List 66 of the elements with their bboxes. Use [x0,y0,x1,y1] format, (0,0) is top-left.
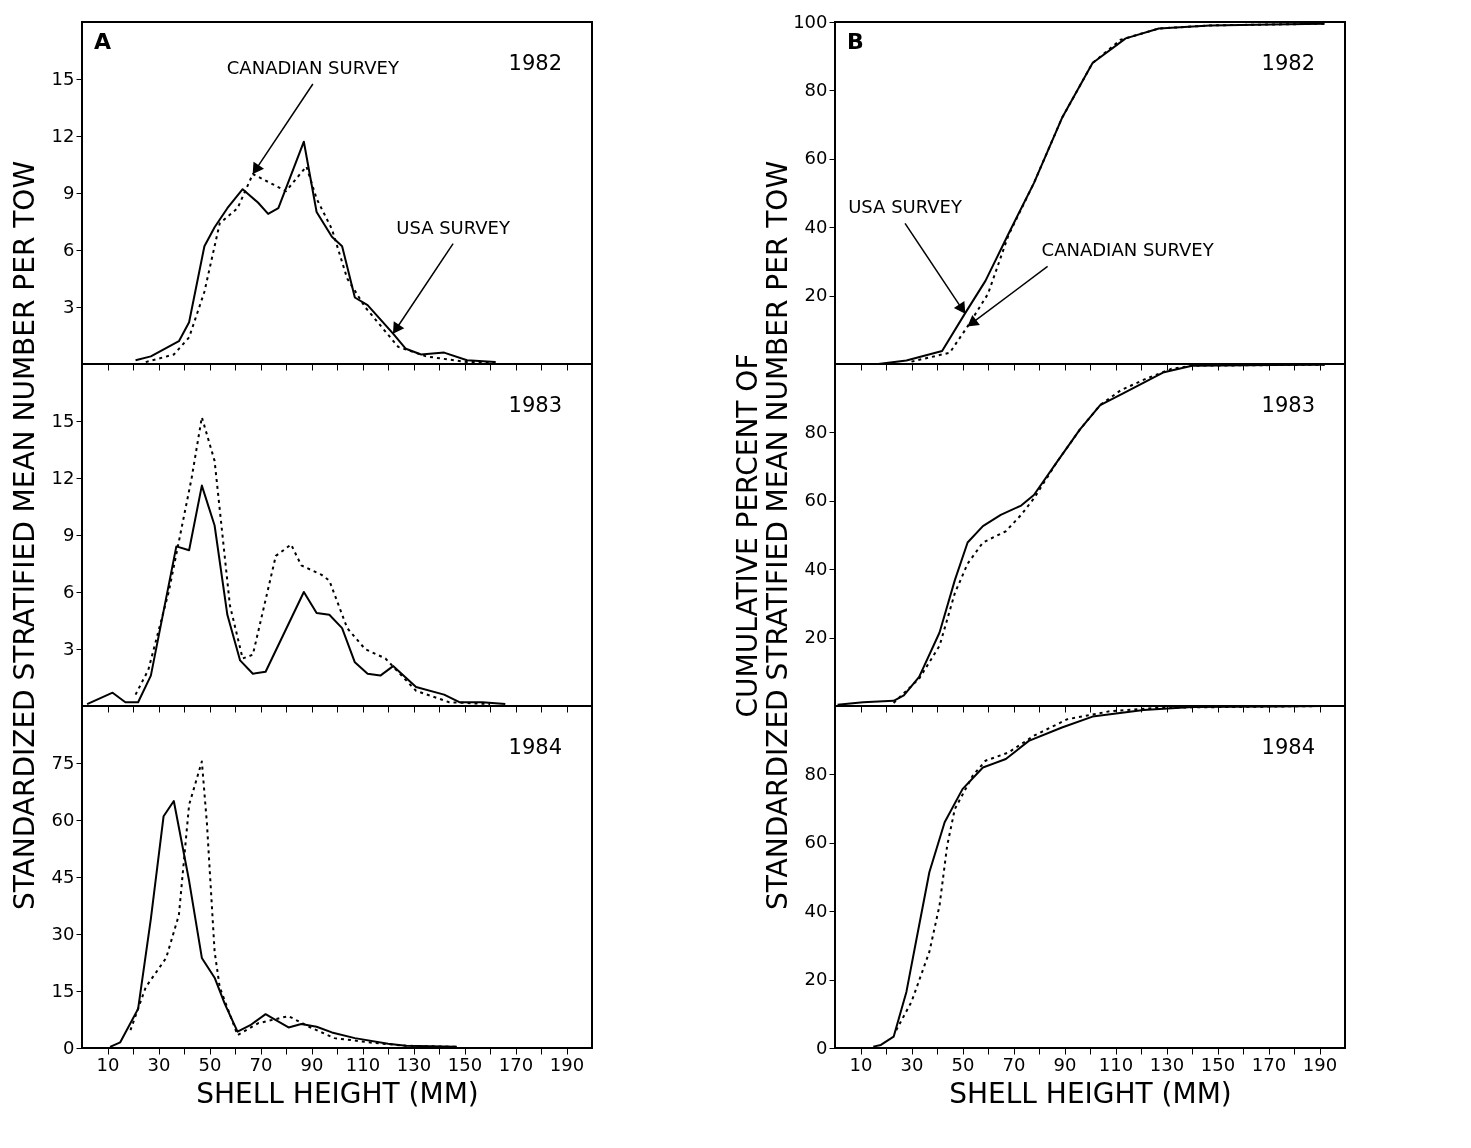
x-tick-label: 170 [498,1053,534,1075]
y-tick-label: 60 [804,147,828,169]
y-tick-label: 30 [51,922,75,944]
y-tick-label: 60 [804,831,828,853]
x-tick-label: 110 [1098,1053,1134,1075]
y-tick-label: 40 [804,557,828,579]
annotation: A [94,29,112,54]
y-tick-label: 80 [804,762,828,784]
y-tick-label: 12 [51,466,75,488]
x-tick-label: 30 [900,1053,924,1075]
annotation: 1984 [508,735,562,759]
y-tick-label: 40 [804,215,828,237]
x-tick-label: 150 [447,1053,483,1075]
annotation: 1983 [1261,393,1315,417]
annotation: 1982 [1261,51,1315,75]
y-tick-label: 3 [63,637,75,659]
x-tick-label: 110 [345,1053,381,1075]
x-tick-label: 190 [549,1053,585,1075]
x-tick-label: 130 [1149,1053,1185,1075]
annotation: USA SURVEY [396,216,511,238]
y-tick-label: 20 [804,284,828,306]
y-tick-label: 45 [51,865,75,887]
x-tick-label: 70 [249,1053,273,1075]
x-tick-label: 90 [1053,1053,1077,1075]
x-tick-label: 90 [300,1053,324,1075]
x-tick-label: 10 [849,1053,873,1075]
y-tick-label: 6 [63,580,75,602]
annotation: CANADIAN SURVEY [226,57,400,78]
x-tick-label: 50 [951,1053,975,1075]
y-tick-label: 80 [804,78,828,100]
x-axis-title: SHELL HEIGHT (MM) [196,1076,479,1110]
x-tick-label: 150 [1200,1053,1236,1075]
y-tick-label: 9 [63,181,75,203]
y-tick-label: 60 [804,489,828,511]
y-tick-label: 75 [51,751,75,773]
annotation: 1982 [508,51,562,75]
x-tick-label: 130 [396,1053,432,1075]
y-tick-label: 20 [804,626,828,648]
y-tick-label: 60 [51,808,75,830]
y-tick-label: 15 [51,979,75,1001]
y-tick-label: 40 [804,899,828,921]
x-tick-label: 170 [1251,1053,1287,1075]
y-tick-label: 15 [51,409,75,431]
y-tick-label: 0 [63,1036,75,1058]
y-tick-label: 0 [816,1036,828,1058]
y-tick-label: 12 [51,124,75,146]
annotation: B [847,29,864,54]
y-tick-label: 3 [63,295,75,317]
y-tick-label: 9 [63,523,75,545]
x-tick-label: 50 [198,1053,222,1075]
y-tick-label: 6 [63,238,75,260]
x-axis-title: SHELL HEIGHT (MM) [949,1076,1232,1110]
y-tick-label: 100 [793,10,828,32]
x-tick-label: 10 [96,1053,120,1075]
annotation: USA SURVEY [848,196,963,218]
annotation: 1983 [508,393,562,417]
y-axis-title: CUMULATIVE PERCENT OF STANDARDIZED STRATIFIED MEAN NUMBER PER TOW [730,160,794,911]
annotation: 1984 [1261,735,1315,759]
y-tick-label: 15 [51,67,75,89]
y-tick-label: 20 [804,968,828,990]
x-tick-label: 70 [1002,1053,1026,1075]
x-tick-label: 30 [147,1053,171,1075]
annotation: CANADIAN SURVEY [1041,239,1215,261]
x-tick-label: 190 [1302,1053,1338,1075]
y-tick-label: 80 [804,420,828,442]
y-axis-title: STANDARDIZED STRATIFIED MEAN NUMBER PER TOW [7,160,41,911]
